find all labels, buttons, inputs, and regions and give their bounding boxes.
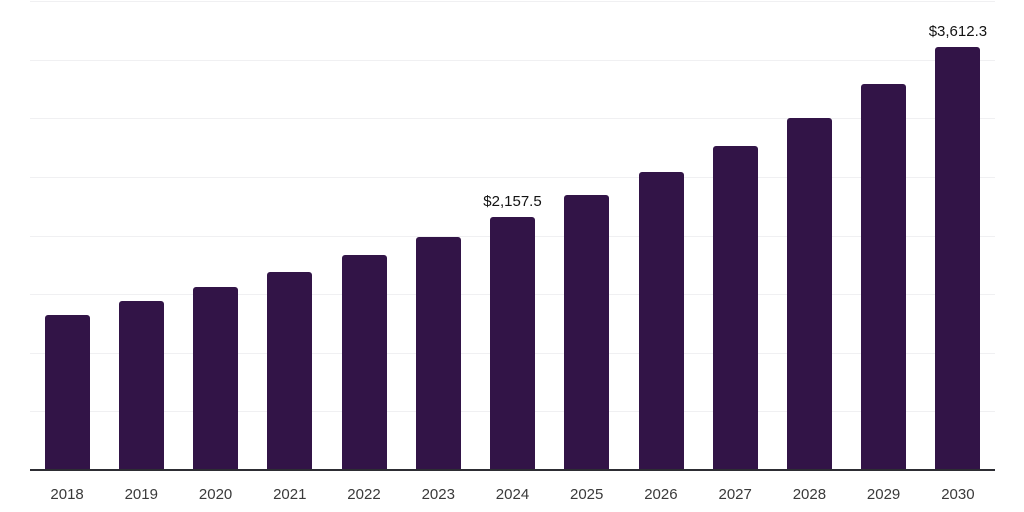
x-tick-label-2025: 2025 (570, 486, 604, 503)
x-axis-line (30, 469, 995, 471)
x-tick-label-2022: 2022 (347, 486, 381, 503)
bar-2030 (935, 46, 981, 470)
bar-2021 (267, 272, 313, 470)
x-tick-label-2027: 2027 (718, 486, 752, 503)
bar-2018 (44, 315, 90, 470)
x-tick-label-2029: 2029 (866, 486, 901, 503)
x-tick-label-2021: 2021 (273, 486, 307, 503)
gridline-2500 (30, 176, 995, 178)
bar-2019 (118, 301, 164, 470)
bar-2024 (490, 217, 535, 470)
bar-2022 (341, 255, 387, 470)
bar-2027 (712, 145, 758, 470)
bar-2028 (786, 118, 832, 471)
x-tick-label-2024: 2024 (495, 486, 530, 503)
bar-2020 (193, 287, 239, 470)
x-tick-label-2020: 2020 (198, 486, 233, 503)
gridline-3500 (30, 59, 995, 61)
x-tick-label-2028: 2028 (792, 486, 827, 503)
gridline-3000 (30, 118, 995, 120)
gridline-4000 (30, 1, 995, 2)
bar-2026 (638, 172, 684, 470)
x-tick-label-2023: 2023 (421, 486, 455, 503)
data-label-2030: $3,612.3 (928, 22, 988, 40)
bar-2029 (861, 83, 907, 470)
data-label-2024: $2,157.5 (483, 193, 542, 210)
x-tick-label-2018: 2018 (50, 486, 84, 503)
bar-2025 (564, 195, 610, 470)
bar-2023 (415, 237, 461, 470)
x-tick-label-2019: 2019 (124, 486, 158, 503)
x-tick-label-2026: 2026 (644, 486, 678, 503)
x-tick-label-2030: 2030 (941, 486, 975, 503)
